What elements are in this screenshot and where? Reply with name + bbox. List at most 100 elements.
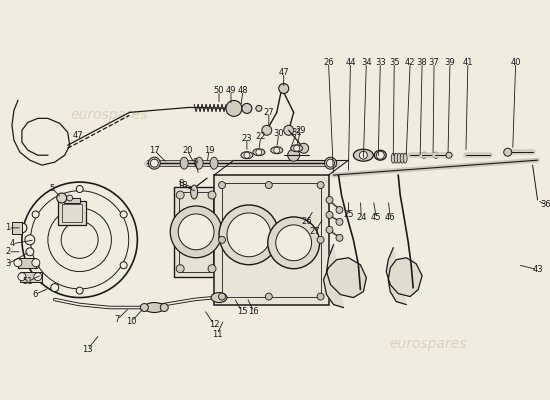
Circle shape — [326, 226, 333, 233]
Circle shape — [359, 151, 367, 159]
Ellipse shape — [191, 185, 197, 199]
Text: 10: 10 — [126, 317, 136, 326]
Circle shape — [17, 223, 27, 233]
Circle shape — [433, 152, 439, 158]
Bar — [222, 183, 321, 296]
Circle shape — [150, 159, 158, 167]
Circle shape — [170, 206, 222, 258]
Text: 12: 12 — [209, 320, 219, 329]
Circle shape — [317, 293, 324, 300]
Circle shape — [176, 191, 184, 199]
Circle shape — [336, 218, 343, 225]
Text: 1: 1 — [6, 223, 10, 232]
Circle shape — [274, 147, 280, 153]
Circle shape — [208, 191, 216, 199]
Bar — [62, 204, 81, 222]
Circle shape — [76, 287, 83, 294]
Text: 29: 29 — [295, 126, 306, 135]
Circle shape — [242, 104, 252, 113]
Text: 22: 22 — [256, 132, 266, 141]
Circle shape — [268, 217, 320, 269]
Circle shape — [336, 206, 343, 214]
Circle shape — [327, 159, 334, 167]
Circle shape — [176, 265, 184, 273]
Ellipse shape — [144, 302, 164, 312]
Ellipse shape — [324, 157, 337, 169]
Text: 46: 46 — [385, 214, 395, 222]
Circle shape — [317, 182, 324, 188]
Ellipse shape — [400, 153, 404, 163]
Text: eurospares: eurospares — [71, 108, 148, 122]
Circle shape — [265, 182, 272, 188]
Ellipse shape — [397, 153, 401, 163]
Circle shape — [256, 106, 262, 111]
Polygon shape — [323, 245, 366, 308]
Ellipse shape — [403, 153, 407, 163]
Text: 15: 15 — [236, 307, 247, 316]
Text: 5: 5 — [49, 184, 54, 192]
Text: 18: 18 — [177, 180, 188, 190]
Circle shape — [32, 259, 40, 267]
Bar — [214, 175, 328, 304]
Text: 25: 25 — [343, 210, 354, 220]
Text: 6: 6 — [32, 290, 37, 299]
Ellipse shape — [180, 157, 188, 169]
Ellipse shape — [291, 145, 302, 152]
Circle shape — [288, 149, 300, 161]
Ellipse shape — [271, 147, 283, 154]
Ellipse shape — [394, 153, 398, 163]
Ellipse shape — [375, 150, 386, 160]
Text: 38: 38 — [417, 58, 427, 67]
Text: 45: 45 — [371, 214, 382, 222]
Circle shape — [76, 186, 83, 192]
Circle shape — [67, 195, 73, 201]
Text: 43: 43 — [532, 265, 543, 274]
Text: 26: 26 — [301, 218, 312, 226]
Circle shape — [265, 293, 272, 300]
Text: 7: 7 — [115, 315, 120, 324]
Text: 23: 23 — [241, 134, 252, 143]
Circle shape — [326, 196, 333, 204]
Circle shape — [284, 125, 294, 135]
Circle shape — [178, 214, 214, 250]
Text: 35: 35 — [389, 58, 399, 67]
Circle shape — [317, 236, 324, 243]
Text: 27: 27 — [263, 108, 274, 117]
Ellipse shape — [195, 157, 203, 169]
Circle shape — [26, 248, 34, 256]
Circle shape — [160, 304, 168, 312]
Text: 4: 4 — [9, 239, 14, 248]
Text: 33: 33 — [375, 58, 386, 67]
Circle shape — [120, 211, 127, 218]
Text: 19: 19 — [204, 146, 215, 155]
Text: 41: 41 — [463, 58, 473, 67]
Bar — [12, 222, 22, 234]
Text: 34: 34 — [361, 58, 372, 67]
Text: 24: 24 — [356, 214, 367, 222]
Bar — [64, 198, 80, 203]
Bar — [58, 201, 86, 225]
Text: 30: 30 — [273, 129, 284, 138]
Text: 20: 20 — [182, 146, 192, 155]
Circle shape — [504, 148, 512, 156]
Bar — [20, 272, 42, 282]
Text: 27: 27 — [309, 227, 320, 236]
Text: 47: 47 — [73, 131, 83, 140]
Text: 47: 47 — [278, 68, 289, 77]
Text: 31: 31 — [292, 128, 302, 137]
Circle shape — [32, 262, 39, 269]
Ellipse shape — [241, 152, 253, 159]
Circle shape — [446, 152, 452, 158]
Circle shape — [34, 273, 42, 281]
Bar — [18, 258, 36, 268]
Bar — [174, 187, 218, 277]
Text: 8: 8 — [179, 178, 184, 188]
Circle shape — [276, 225, 312, 261]
Text: 26: 26 — [323, 58, 334, 67]
Circle shape — [218, 293, 226, 300]
Text: 40: 40 — [510, 58, 521, 67]
Text: 42: 42 — [405, 58, 415, 67]
Circle shape — [262, 125, 272, 135]
Ellipse shape — [148, 157, 160, 169]
Circle shape — [219, 205, 279, 265]
